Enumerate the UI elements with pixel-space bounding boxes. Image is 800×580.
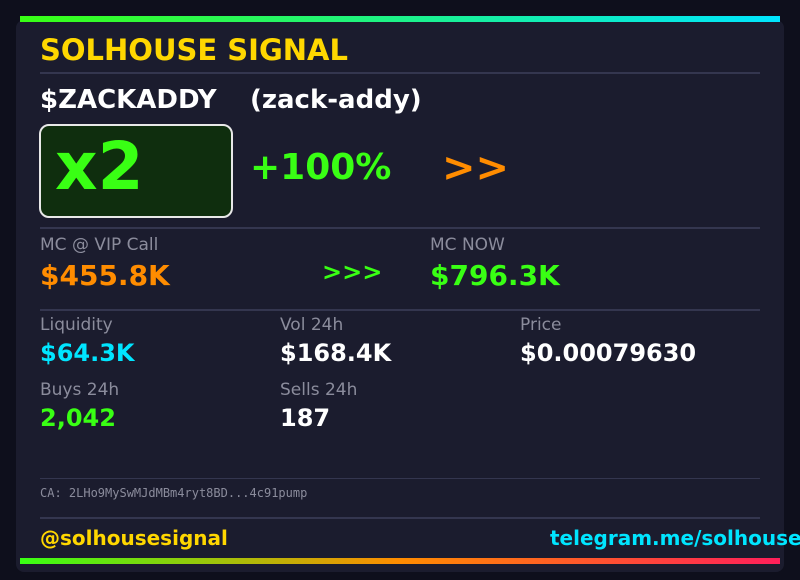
stat-label: Vol 24h [280, 315, 344, 335]
arrows: >> [442, 145, 510, 191]
multiplier-box [39, 124, 233, 218]
contract: CA: 2LHo9MySwMJdMBm4ryt8BD...4c91pump [40, 486, 308, 500]
divider [40, 227, 760, 229]
handle: @solhousesignal [40, 526, 228, 550]
ticker: $ZACKADDY [40, 85, 217, 115]
mc-arrows: >>> [322, 258, 383, 286]
stat-value: $0.00079630 [520, 339, 697, 367]
bottom-bar [20, 558, 780, 564]
divider [40, 517, 760, 519]
divider [40, 72, 760, 74]
stat-value: 2,042 [40, 404, 116, 432]
top-bar [20, 16, 780, 22]
mc-now-value: $796.3K [430, 259, 560, 292]
slug: (zack-addy) [250, 85, 422, 115]
mc-now-label: MC NOW [430, 235, 505, 255]
card [16, 20, 784, 572]
change: +100% [250, 147, 392, 188]
stat-label: Sells 24h [280, 380, 358, 400]
stat-label: Liquidity [40, 315, 113, 335]
stat-label: Price [520, 315, 562, 335]
stat-label: Buys 24h [40, 380, 120, 400]
stat-value: $64.3K [40, 339, 135, 367]
mc-call-value: $455.8K [40, 259, 170, 292]
stat-value: $168.4K [280, 339, 392, 367]
title: SOLHOUSE SIGNAL [40, 33, 348, 67]
mc-call-label: MC @ VIP Call [40, 235, 159, 255]
divider [40, 309, 760, 311]
stat-value: 187 [280, 404, 331, 432]
link[interactable]: telegram.me/solhouse [550, 526, 800, 550]
divider [40, 478, 760, 479]
multiplier: x2 [55, 128, 144, 205]
